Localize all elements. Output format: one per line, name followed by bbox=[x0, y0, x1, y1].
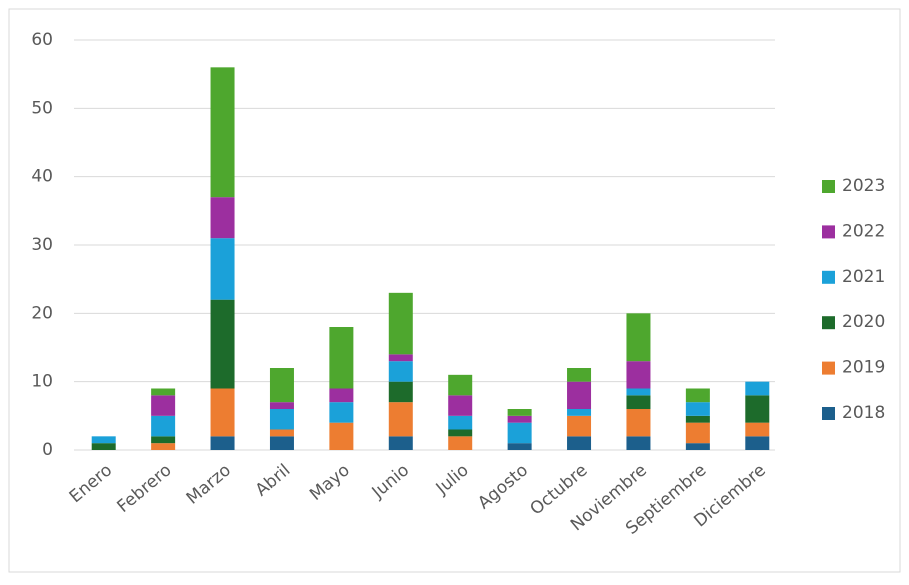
bar-segment bbox=[448, 415, 473, 430]
bar-segment bbox=[626, 388, 651, 396]
bar-segment bbox=[151, 415, 176, 437]
bar-segment bbox=[745, 381, 770, 396]
bar-segment bbox=[329, 327, 354, 389]
bar-segment bbox=[685, 422, 710, 444]
chart-frame bbox=[8, 8, 901, 573]
bar-segment bbox=[448, 395, 473, 416]
bar-segment bbox=[329, 388, 354, 403]
bar-segment bbox=[567, 381, 592, 409]
bar-segment bbox=[567, 436, 592, 450]
bar-segment bbox=[210, 388, 235, 437]
y-tick-label: 20 bbox=[31, 303, 53, 323]
bar-segment bbox=[269, 368, 294, 403]
legend-swatch bbox=[822, 180, 835, 193]
bar-segment bbox=[329, 402, 354, 423]
bar-segment bbox=[210, 436, 235, 450]
bar-segment bbox=[151, 395, 176, 416]
bar-segment bbox=[388, 402, 413, 437]
y-tick-label: 40 bbox=[31, 167, 53, 187]
bar-segment bbox=[685, 415, 710, 423]
bar-segment bbox=[210, 238, 235, 300]
legend-label: 2018 bbox=[842, 403, 885, 423]
bar-segment bbox=[448, 374, 473, 396]
bar-segment bbox=[151, 388, 176, 396]
bar-segment bbox=[567, 368, 592, 382]
y-tick-label: 30 bbox=[31, 235, 53, 255]
legend-label: 2020 bbox=[842, 312, 885, 332]
bar-segment bbox=[388, 354, 413, 362]
bar-segment bbox=[210, 197, 235, 239]
bar-segment bbox=[626, 436, 651, 450]
legend-label: 2021 bbox=[842, 267, 885, 287]
legend-label: 2023 bbox=[842, 176, 885, 196]
bar-segment bbox=[269, 402, 294, 409]
bar-segment bbox=[388, 361, 413, 382]
y-tick-label: 50 bbox=[31, 98, 53, 118]
y-tick-label: 0 bbox=[42, 440, 53, 460]
legend-label: 2022 bbox=[842, 221, 885, 241]
bar-segment bbox=[685, 388, 710, 403]
legend-swatch bbox=[822, 225, 835, 239]
bar-segment bbox=[151, 443, 176, 450]
bar-segment bbox=[626, 395, 651, 409]
legend-swatch bbox=[822, 407, 835, 420]
bar-segment bbox=[210, 67, 235, 198]
legend-swatch bbox=[822, 270, 835, 284]
bar-segment bbox=[567, 415, 592, 437]
bar-segment bbox=[388, 436, 413, 450]
bar-segment bbox=[91, 443, 116, 450]
bar-segment bbox=[745, 395, 770, 423]
legend-swatch bbox=[822, 316, 835, 330]
bar-segment bbox=[685, 402, 710, 416]
bar-segment bbox=[269, 409, 294, 430]
y-tick-label: 60 bbox=[31, 30, 53, 50]
bar-segment bbox=[745, 436, 770, 450]
bar-segment bbox=[269, 436, 294, 450]
bar-segment bbox=[507, 409, 532, 416]
bar-segment bbox=[745, 422, 770, 437]
bar-segment bbox=[626, 361, 651, 389]
y-tick-label: 10 bbox=[31, 372, 53, 392]
bar-segment bbox=[448, 436, 473, 450]
bar-segment bbox=[448, 429, 473, 437]
bar-segment bbox=[151, 436, 176, 444]
bar-segment bbox=[507, 415, 532, 423]
bar-segment bbox=[567, 409, 592, 416]
bar-segment bbox=[685, 443, 710, 450]
bar-segment bbox=[210, 299, 235, 389]
bar-segment bbox=[626, 313, 651, 362]
bar-segment bbox=[329, 422, 354, 450]
bar-segment bbox=[507, 422, 532, 444]
bar-segment bbox=[507, 443, 532, 450]
legend-label: 2019 bbox=[842, 358, 885, 378]
bar-segment bbox=[91, 436, 116, 444]
bar-segment bbox=[626, 409, 651, 437]
legend-swatch bbox=[822, 361, 835, 375]
bar-segment bbox=[388, 292, 413, 355]
bar-segment bbox=[269, 429, 294, 437]
bar-segment bbox=[388, 381, 413, 403]
